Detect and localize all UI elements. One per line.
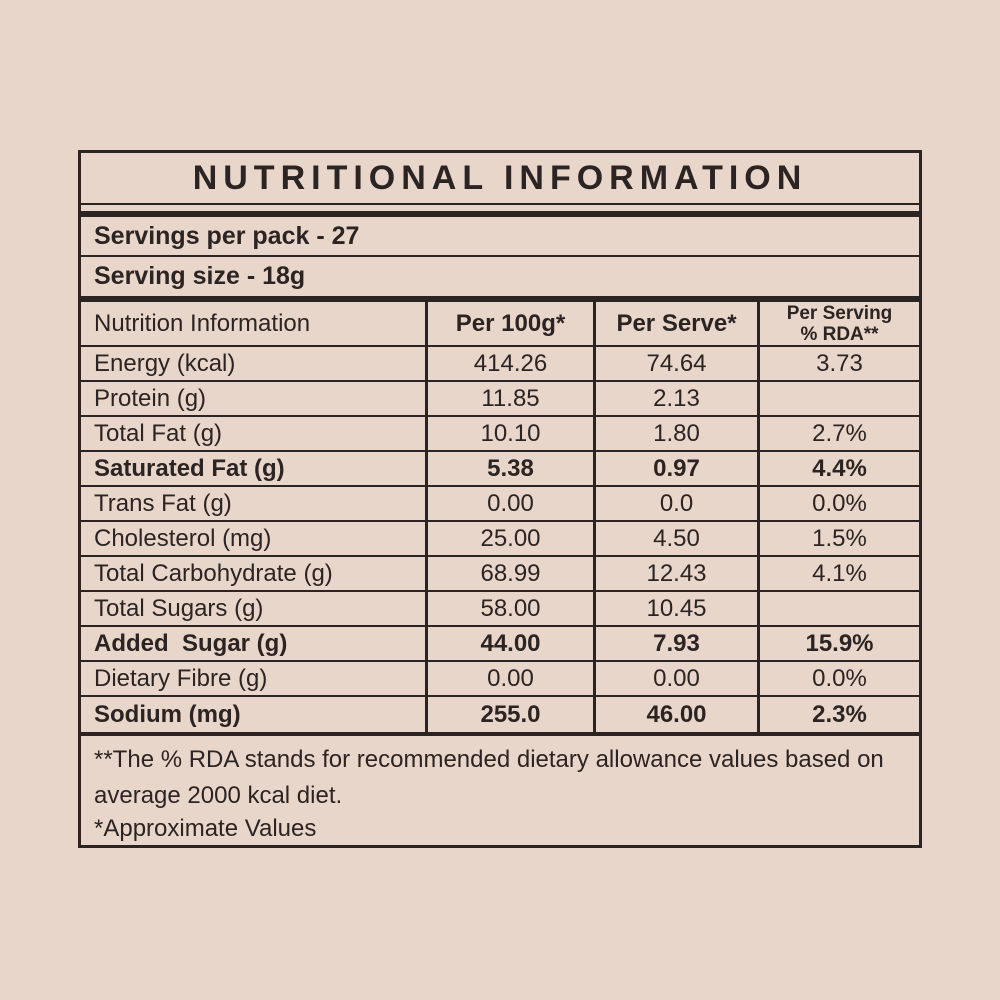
table-cell-per100: 11.85 — [425, 382, 593, 415]
table-cell-label: Added Sugar (g) — [94, 629, 288, 657]
header-nutrition-information: Nutrition Information — [94, 309, 311, 337]
table-cell-serve: 7.93 — [593, 627, 757, 660]
table-cell-serve: 0.97 — [593, 452, 757, 485]
servings-per-pack: Servings per pack - 27 — [81, 217, 919, 257]
header-per-serve: Per Serve* — [593, 302, 757, 345]
table-row: Saturated Fat (g) 5.38 0.97 4.4% — [81, 452, 919, 487]
table-cell-label: Sodium (mg) — [94, 700, 241, 728]
table-cell-serve: 12.43 — [593, 557, 757, 590]
table-row: Trans Fat (g) 0.00 0.0 0.0% — [81, 487, 919, 522]
table-cell-label: Total Sugars (g) — [94, 594, 264, 622]
table-cell-label: Cholesterol (mg) — [94, 524, 272, 552]
table-cell-rda: 15.9% — [757, 627, 919, 660]
table-cell-serve: 10.45 — [593, 592, 757, 625]
footnote-rda-line2: average 2000 kcal diet. — [94, 782, 343, 809]
table-cell-label: Protein (g) — [94, 384, 207, 412]
table-cell-serve: 74.64 — [593, 347, 757, 380]
header-divider-bar — [81, 296, 919, 302]
table-cell-label: Total Fat (g) — [94, 419, 223, 447]
table-cell-per100: 25.00 — [425, 522, 593, 555]
table-cell-serve: 0.0 — [593, 487, 757, 520]
footnote-rda-line1: **The % RDA stands for recommended dieta… — [94, 746, 884, 773]
table-cell-per100: 44.00 — [425, 627, 593, 660]
table-cell-per100: 5.38 — [425, 452, 593, 485]
table-row: Cholesterol (mg) 25.00 4.50 1.5% — [81, 522, 919, 557]
table-cell-per100: 68.99 — [425, 557, 593, 590]
table-cell-rda — [757, 382, 919, 415]
table-row: Total Sugars (g) 58.00 10.45 — [81, 592, 919, 627]
table-cell-serve: 1.80 — [593, 417, 757, 450]
header-per-serving-rda-line2: % RDA** — [800, 323, 879, 345]
nutrition-label-title: NUTRITIONAL INFORMATION — [81, 153, 919, 205]
table-cell-serve: 46.00 — [593, 697, 757, 732]
footnote-block: **The % RDA stands for recommended dieta… — [81, 736, 919, 844]
table-row: Total Carbohydrate (g) 68.99 12.43 4.1% — [81, 557, 919, 592]
table-cell-rda: 1.5% — [757, 522, 919, 555]
table-row: Dietary Fibre (g) 0.00 0.00 0.0% — [81, 662, 919, 697]
header-per-serving-rda-line1: Per Serving — [786, 302, 893, 324]
table-cell-label: Energy (kcal) — [94, 349, 236, 377]
table-cell-rda: 4.1% — [757, 557, 919, 590]
table-row: Sodium (mg) 255.0 46.00 2.3% — [81, 697, 919, 732]
table-cell-rda: 3.73 — [757, 347, 919, 380]
table-row: Total Fat (g) 10.10 1.80 2.7% — [81, 417, 919, 452]
table-cell-per100: 0.00 — [425, 487, 593, 520]
table-cell-per100: 58.00 — [425, 592, 593, 625]
table-header-row: Nutrition Information Per 100g* Per Serv… — [81, 302, 919, 347]
table-cell-rda: 0.0% — [757, 487, 919, 520]
table-cell-serve: 0.00 — [593, 662, 757, 695]
table-row: Added Sugar (g) 44.00 7.93 15.9% — [81, 627, 919, 662]
table-cell-rda: 0.0% — [757, 662, 919, 695]
table-cell-rda: 4.4% — [757, 452, 919, 485]
table-row: Protein (g) 11.85 2.13 — [81, 382, 919, 417]
table-cell-per100: 414.26 — [425, 347, 593, 380]
header-per-100g: Per 100g* — [425, 302, 593, 345]
table-cell-per100: 10.10 — [425, 417, 593, 450]
table-row: Energy (kcal) 414.26 74.64 3.73 — [81, 347, 919, 382]
table-cell-label: Saturated Fat (g) — [94, 454, 285, 482]
table-cell-per100: 255.0 — [425, 697, 593, 732]
footnote-approximate-values: *Approximate Values — [94, 815, 317, 842]
table-cell-serve: 4.50 — [593, 522, 757, 555]
title-divider-bar — [81, 211, 919, 217]
table-cell-label: Trans Fat (g) — [94, 489, 232, 517]
table-body: Energy (kcal) 414.26 74.64 3.73 Protein (g) 1… — [81, 347, 919, 732]
table-cell-rda: 2.7% — [757, 417, 919, 450]
table-cell-rda — [757, 592, 919, 625]
table-cell-serve: 2.13 — [593, 382, 757, 415]
footnote-divider-bar — [81, 732, 919, 736]
table-cell-label: Total Carbohydrate (g) — [94, 559, 333, 587]
table-cell-per100: 0.00 — [425, 662, 593, 695]
header-per-serving-rda: Per Serving % RDA** — [757, 302, 919, 345]
serving-size: Serving size - 18g — [94, 262, 306, 290]
table-cell-rda: 2.3% — [757, 697, 919, 732]
nutrition-label: NUTRITIONAL INFORMATION Servings per pac… — [78, 150, 922, 848]
table-cell-label: Dietary Fibre (g) — [94, 664, 268, 692]
